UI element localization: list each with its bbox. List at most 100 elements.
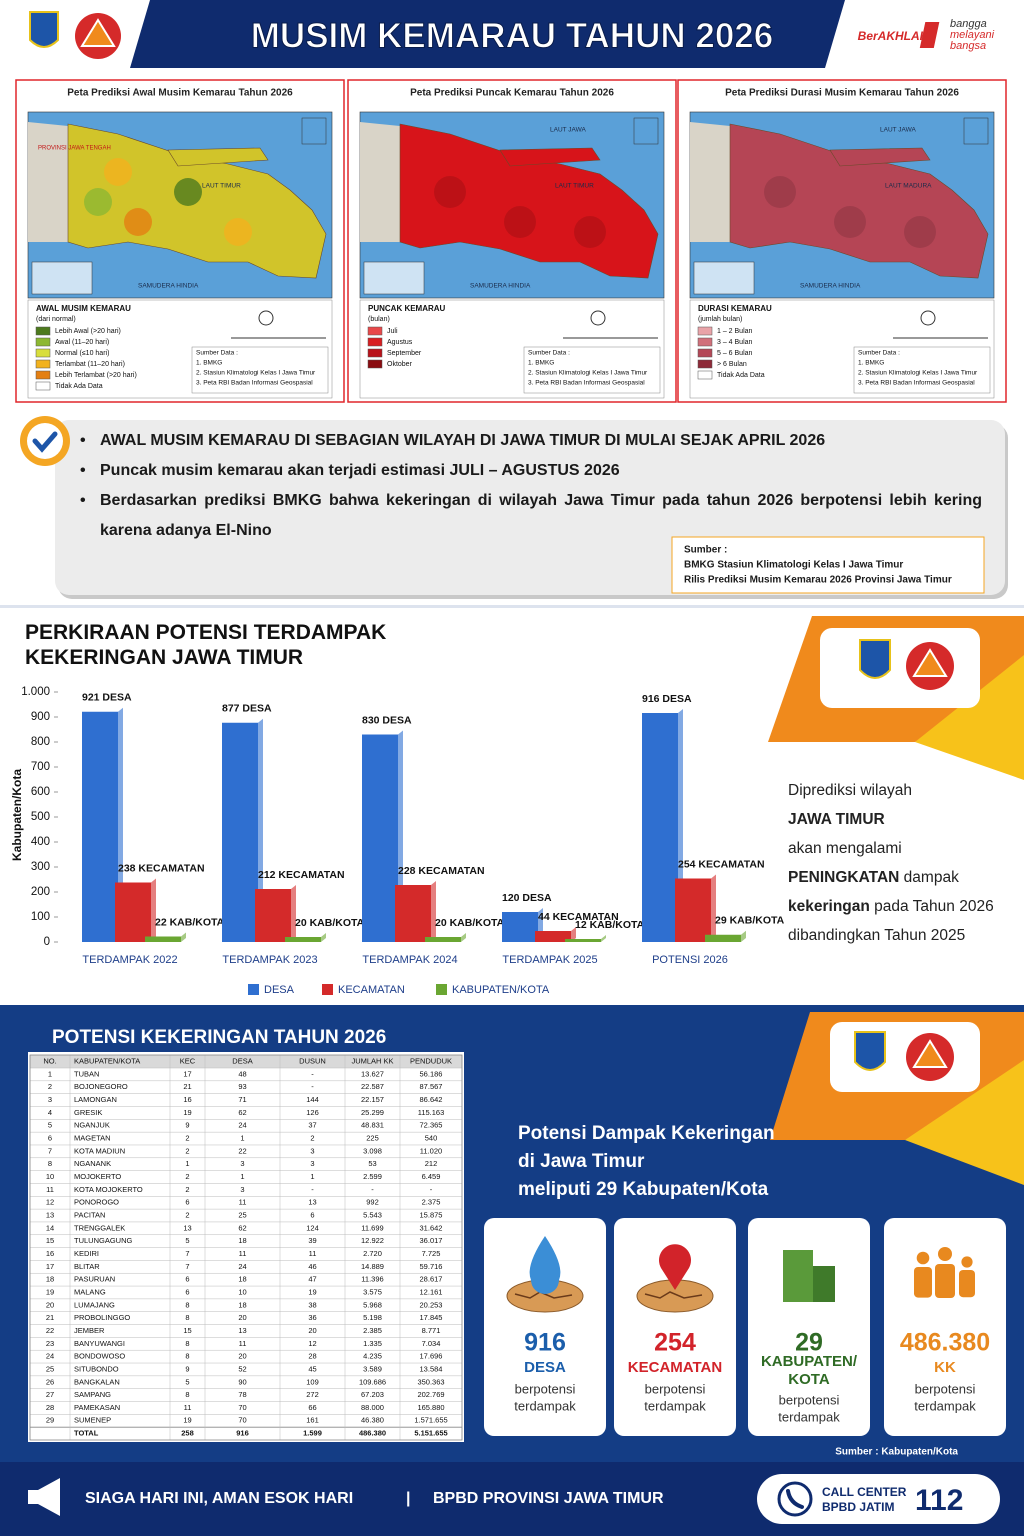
note-line: dibandingkan Tahun 2025 bbox=[788, 921, 1018, 950]
legend-swatch bbox=[367, 348, 383, 358]
data-label: 254 KECAMATAN bbox=[678, 858, 765, 870]
map-inset bbox=[363, 261, 425, 295]
data-label: 12 KAB/KOTA bbox=[575, 919, 645, 931]
card-value: 916 bbox=[524, 1329, 566, 1357]
map-patch bbox=[834, 206, 866, 238]
map-patch bbox=[124, 208, 152, 236]
table-cell: 19 bbox=[183, 1416, 191, 1425]
table-header: JUMLAH KK bbox=[351, 1056, 393, 1065]
table-cell: 18 bbox=[238, 1236, 246, 1245]
table-cell: 8 bbox=[185, 1313, 189, 1322]
table-cell: 20 bbox=[238, 1313, 246, 1322]
table-cell: 13 bbox=[238, 1326, 246, 1335]
data-label: 120 DESA bbox=[502, 892, 552, 904]
summary-source: Rilis Prediksi Musim Kemarau 2026 Provin… bbox=[684, 575, 952, 586]
table-cell: 14.889 bbox=[361, 1262, 384, 1271]
table-cell: 11.396 bbox=[361, 1275, 383, 1284]
card-label: KOTA bbox=[788, 1371, 830, 1388]
table-cell: 1 bbox=[48, 1069, 52, 1078]
legend-swatch bbox=[35, 381, 51, 391]
bar-side bbox=[181, 932, 186, 942]
table-cell: 25 bbox=[46, 1364, 54, 1373]
logo-province-2 bbox=[859, 639, 891, 679]
bullet-dot: • bbox=[80, 432, 86, 449]
map-label: LAUT JAWA bbox=[880, 127, 917, 134]
table-cell: 124 bbox=[306, 1223, 319, 1232]
legend-swatch bbox=[35, 359, 51, 369]
table-cell: 7.725 bbox=[422, 1249, 441, 1258]
table-cell: BOJONEGORO bbox=[74, 1082, 128, 1091]
data-label: 877 DESA bbox=[222, 703, 272, 715]
legend-label: Lebih Terlambat (>20 hari) bbox=[55, 372, 137, 379]
legend-label: KABUPATEN/KOTA bbox=[452, 984, 550, 996]
map-label: LAUT TIMUR bbox=[555, 183, 594, 190]
legend-label: Normal (≤10 hari) bbox=[55, 350, 109, 357]
table-cell: 28 bbox=[308, 1352, 316, 1361]
logo-province-3 bbox=[854, 1031, 886, 1071]
map-source: 1. BMKG bbox=[196, 360, 222, 367]
table-header-bg bbox=[30, 1055, 462, 1068]
compass bbox=[590, 310, 606, 326]
table-cell: TRENGGALEK bbox=[74, 1223, 125, 1232]
table-cell: PROBOLINGGO bbox=[74, 1313, 130, 1322]
bar bbox=[705, 934, 741, 942]
card-note: terdampak bbox=[778, 1409, 840, 1424]
table-cell: 7 bbox=[185, 1249, 189, 1258]
table-cell: PACITAN bbox=[74, 1211, 105, 1220]
x-tick-label: TERDAMPAK 2024 bbox=[362, 954, 457, 966]
note-line: JAWA TIMUR bbox=[788, 805, 1018, 834]
table-total: 258 bbox=[181, 1429, 194, 1438]
y-tick-label: 0 bbox=[44, 936, 50, 948]
table-cell: 12 bbox=[46, 1198, 54, 1207]
note-line: akan mengalami bbox=[788, 834, 1018, 863]
bar-side bbox=[151, 878, 156, 942]
table-cell: 38 bbox=[308, 1300, 316, 1309]
call-center-label: CALL CENTER bbox=[822, 1485, 907, 1499]
note-text: JAWA TIMUR bbox=[788, 811, 885, 828]
table-cell: 31.642 bbox=[420, 1223, 443, 1232]
legend-swatch bbox=[35, 337, 51, 347]
icon-crack bbox=[644, 1291, 703, 1299]
phone-handset bbox=[786, 1489, 804, 1509]
summary-bullets: • AWAL MUSIM KEMARAU DI SEBAGIAN WILAYAH … bbox=[80, 426, 982, 546]
table-total: 916 bbox=[236, 1429, 249, 1438]
bar bbox=[115, 882, 151, 942]
table-cell: 1 bbox=[185, 1159, 189, 1168]
table-cell: - bbox=[430, 1185, 433, 1194]
table-cell: 2 bbox=[185, 1134, 189, 1143]
y-axis-title: Kabupaten/Kota bbox=[10, 769, 24, 861]
slogan: bangsa bbox=[950, 40, 986, 52]
source-box bbox=[853, 346, 991, 394]
table-cell: 2.720 bbox=[363, 1249, 382, 1258]
table-cell: 4 bbox=[48, 1108, 52, 1117]
legend-label: 5 – 6 Bulan bbox=[717, 350, 753, 357]
table-cell: 37 bbox=[308, 1121, 316, 1130]
table-cell: 272 bbox=[306, 1390, 319, 1399]
table-cell: 2 bbox=[48, 1082, 52, 1091]
logo-bangga bbox=[919, 22, 940, 48]
bullet-text: AWAL MUSIM KEMARAU DI SEBAGIAN WILAYAH D… bbox=[100, 432, 826, 449]
data-label: 921 DESA bbox=[82, 692, 132, 704]
x-tick-label: POTENSI 2026 bbox=[652, 954, 728, 966]
map-patch bbox=[84, 188, 112, 216]
table-cell: SITUBONDO bbox=[74, 1364, 119, 1373]
logo-province bbox=[29, 11, 59, 48]
table-cell: 19 bbox=[308, 1287, 316, 1296]
table-cell: 14 bbox=[46, 1223, 54, 1232]
icon-person-body bbox=[959, 1270, 975, 1298]
summary-source: BMKG Stasiun Klimatologi Kelas I Jawa Ti… bbox=[684, 560, 903, 571]
table-header: DUSUN bbox=[299, 1056, 326, 1065]
map-source: 2. Stasiun Klimatologi Kelas I Jawa Timu… bbox=[858, 370, 978, 377]
table-cell: 47 bbox=[308, 1275, 316, 1284]
table-cell: 53 bbox=[368, 1159, 376, 1168]
table-cell: SUMENEP bbox=[74, 1416, 111, 1425]
map-source: Sumber Data : bbox=[528, 350, 570, 357]
table-cell: 18 bbox=[238, 1300, 246, 1309]
table-cell: 24 bbox=[238, 1262, 246, 1271]
table-cell: 10 bbox=[238, 1287, 246, 1296]
map-madura bbox=[499, 147, 601, 167]
bullet-text: Berdasarkan prediksi BMKG bahwa kekering… bbox=[100, 492, 982, 539]
impact-title: Potensi Dampak Kekeringan bbox=[518, 1123, 775, 1144]
table-cell: 17.696 bbox=[420, 1352, 443, 1361]
